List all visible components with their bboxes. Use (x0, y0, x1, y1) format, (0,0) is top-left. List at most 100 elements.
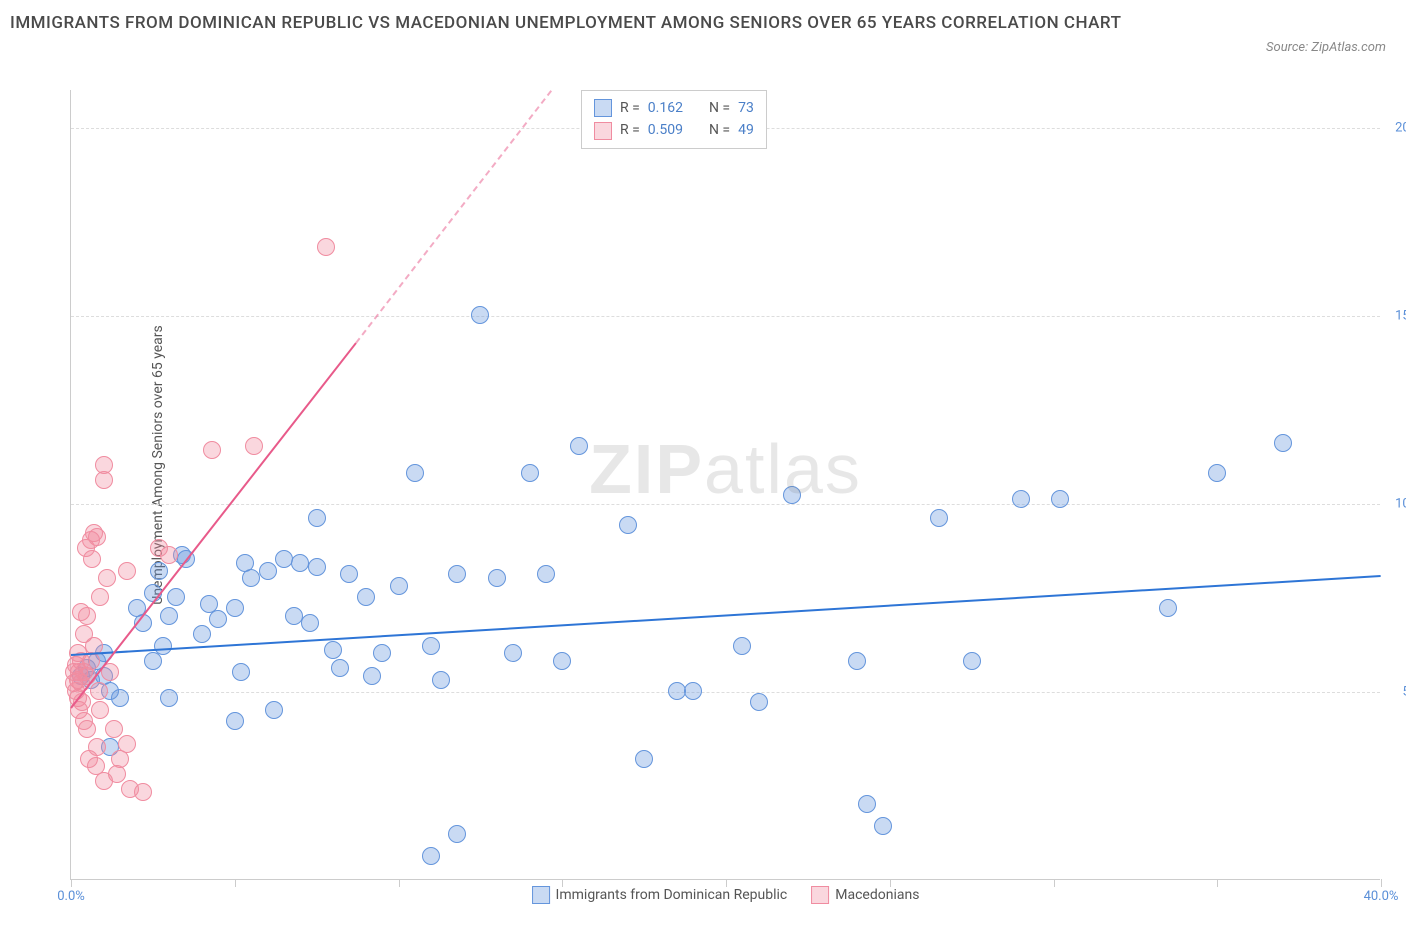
scatter-point (317, 238, 335, 256)
y-tick-label: 15.0% (1395, 308, 1406, 323)
scatter-point (91, 701, 109, 719)
scatter-point (733, 637, 751, 655)
chart-container: IMMIGRANTS FROM DOMINICAN REPUBLIC VS MA… (10, 10, 1396, 920)
trend-line (71, 575, 1381, 656)
scatter-point (684, 682, 702, 700)
scatter-point (226, 712, 244, 730)
x-tick-label: 0.0% (57, 889, 85, 904)
legend-stats-row: R = 0.509 N = 49 (594, 119, 754, 141)
scatter-point (750, 693, 768, 711)
scatter-point (432, 671, 450, 689)
legend-swatch (811, 886, 829, 904)
scatter-point (193, 625, 211, 643)
x-tick (1054, 879, 1055, 887)
scatter-point (553, 652, 571, 670)
scatter-point (275, 550, 293, 568)
r-value: 0.162 (648, 97, 683, 119)
scatter-point (232, 663, 250, 681)
scatter-point (111, 689, 129, 707)
source-attribution: Source: ZipAtlas.com (1266, 40, 1386, 55)
scatter-point (160, 546, 178, 564)
legend-swatch (594, 99, 612, 117)
x-tick (71, 879, 72, 887)
scatter-point (91, 588, 109, 606)
scatter-point (88, 738, 106, 756)
scatter-point (301, 614, 319, 632)
scatter-point (448, 565, 466, 583)
scatter-point (422, 847, 440, 865)
r-label: R = (620, 97, 640, 119)
scatter-point (259, 562, 277, 580)
scatter-point (373, 644, 391, 662)
plot-area: ZIPatlas R = 0.162N = 73R = 0.509N = 49 … (70, 90, 1380, 880)
scatter-point (118, 562, 136, 580)
scatter-point (488, 569, 506, 587)
scatter-point (448, 825, 466, 843)
scatter-point (285, 607, 303, 625)
legend-swatch (532, 886, 550, 904)
scatter-point (357, 588, 375, 606)
scatter-point (83, 550, 101, 568)
scatter-point (406, 464, 424, 482)
n-label: N = (709, 119, 730, 141)
watermark: ZIPatlas (589, 429, 862, 509)
scatter-point (619, 516, 637, 534)
scatter-point (963, 652, 981, 670)
r-value: 0.509 (648, 119, 683, 141)
n-value: 73 (738, 97, 754, 119)
scatter-point (226, 599, 244, 617)
scatter-point (570, 437, 588, 455)
y-tick-label: 5.0% (1402, 684, 1406, 699)
scatter-point (874, 817, 892, 835)
n-label: N = (709, 97, 730, 119)
n-value: 49 (738, 119, 754, 141)
scatter-point (160, 607, 178, 625)
scatter-point (308, 509, 326, 527)
r-label: R = (620, 119, 640, 141)
gridline-horizontal (71, 316, 1380, 317)
legend-swatch (594, 122, 612, 140)
x-tick (235, 879, 236, 887)
scatter-point (340, 565, 358, 583)
scatter-point (105, 720, 123, 738)
scatter-point (90, 682, 108, 700)
scatter-point (134, 783, 152, 801)
scatter-point (422, 637, 440, 655)
gridline-horizontal (71, 504, 1380, 505)
legend-stats-row: R = 0.162 N = 73 (594, 97, 754, 119)
scatter-point (291, 554, 309, 572)
legend-series-label: Immigrants from Dominican Republic (556, 887, 788, 903)
y-tick-label: 20.0% (1395, 120, 1406, 135)
chart-title: IMMIGRANTS FROM DOMINICAN REPUBLIC VS MA… (10, 10, 1121, 37)
scatter-point (160, 689, 178, 707)
scatter-point (167, 588, 185, 606)
scatter-point (78, 720, 96, 738)
scatter-point (848, 652, 866, 670)
legend-series-item: Macedonians (811, 886, 919, 904)
scatter-point (324, 641, 342, 659)
scatter-point (1051, 490, 1069, 508)
legend-stats: R = 0.162 N = 73 R = 0.509 N = 49 (581, 90, 767, 149)
scatter-point (471, 306, 489, 324)
scatter-point (635, 750, 653, 768)
scatter-point (363, 667, 381, 685)
scatter-point (150, 562, 168, 580)
scatter-point (154, 637, 172, 655)
scatter-point (308, 558, 326, 576)
scatter-point (245, 437, 263, 455)
scatter-point (108, 765, 126, 783)
scatter-point (521, 464, 539, 482)
scatter-point (331, 659, 349, 677)
scatter-point (98, 569, 116, 587)
scatter-point (95, 471, 113, 489)
x-tick (890, 879, 891, 887)
scatter-point (668, 682, 686, 700)
scatter-point (1159, 599, 1177, 617)
scatter-point (1012, 490, 1030, 508)
scatter-point (390, 577, 408, 595)
scatter-point (88, 528, 106, 546)
x-tick (1217, 879, 1218, 887)
scatter-point (930, 509, 948, 527)
x-tick-label: 40.0% (1364, 889, 1399, 904)
watermark-bold: ZIP (589, 430, 704, 508)
